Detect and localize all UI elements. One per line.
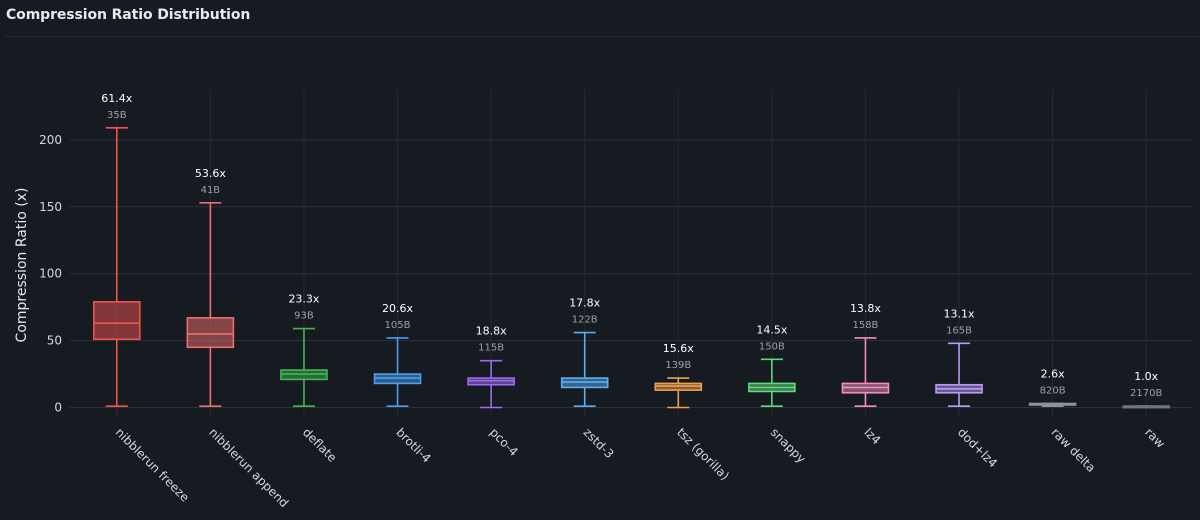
size-label: 122B — [572, 315, 598, 326]
grid-layer — [70, 90, 1193, 416]
size-label: 105B — [385, 320, 411, 331]
x-category-label: zstd-3 — [581, 425, 617, 461]
x-category-label: pco-4 — [487, 425, 521, 459]
size-label: 93B — [294, 311, 314, 322]
y-tick-label: 150 — [39, 200, 62, 214]
y-tick-label: 50 — [47, 334, 62, 348]
box-plot-snappy — [748, 358, 796, 407]
ratio-label: 13.8x — [850, 302, 881, 315]
box-plot-nibblerun-freeze — [92, 127, 141, 407]
x-category-label: tsz (gorilla) — [674, 425, 732, 483]
x-category-label: raw — [1142, 425, 1168, 451]
panel-title: Compression Ratio Distribution — [6, 7, 251, 23]
x-category-label: nibblerun append — [206, 425, 291, 510]
box-plot-dod-lz4 — [935, 342, 983, 407]
size-label: 165B — [946, 325, 972, 336]
ratio-label: 20.6x — [382, 302, 413, 315]
size-label: 115B — [478, 343, 504, 354]
ratio-label: 2.6x — [1041, 367, 1065, 380]
size-label: 41B — [201, 185, 221, 196]
ratio-label: 23.3x — [288, 293, 319, 306]
ratio-label: 15.6x — [663, 342, 694, 355]
box-layer — [92, 127, 1171, 409]
box-plot-deflate — [280, 327, 328, 407]
ratio-label: 1.0x — [1134, 370, 1158, 383]
y-tick-label: 200 — [39, 133, 62, 147]
box-plot-raw — [1122, 405, 1171, 409]
y-tick-label: 100 — [39, 267, 62, 281]
label-layer: 61.4x 35B nibblerun freeze 53.6x 41B nibbleru… — [101, 92, 1167, 510]
box-plot-pco-4 — [467, 359, 515, 409]
box-plot-brotli-4 — [373, 337, 422, 407]
box-plot-zstd-3 — [560, 331, 609, 407]
size-label: 820B — [1040, 385, 1066, 396]
ratio-label: 53.6x — [195, 167, 226, 180]
x-category-label: snappy — [768, 425, 809, 466]
title-divider — [4, 36, 1200, 37]
size-label: 2170B — [1130, 388, 1162, 399]
y-axis: 0 50 100 150 200 — [39, 133, 62, 415]
size-label: 139B — [665, 360, 691, 371]
ratio-label: 18.8x — [476, 325, 507, 338]
size-label: 150B — [759, 341, 785, 352]
iqr-box — [186, 317, 235, 349]
size-label: 158B — [852, 320, 878, 331]
box-plot-tsz-gorilla- — [654, 377, 703, 409]
x-category-label: nibblerun freeze — [113, 425, 192, 504]
ratio-label: 13.1x — [944, 307, 975, 320]
y-axis-title: Compression Ratio (x) — [14, 188, 30, 343]
y-tick-label: 0 — [54, 401, 62, 415]
x-category-label: deflate — [300, 425, 340, 465]
x-category-label: brotli-4 — [393, 425, 433, 465]
box-plot-raw-delta — [1028, 402, 1077, 407]
box-plot-nibblerun-append — [186, 201, 235, 407]
size-label: 35B — [107, 110, 127, 121]
x-category-label: lz4 — [861, 425, 883, 447]
x-category-label: raw delta — [1049, 425, 1099, 475]
ratio-label: 17.8x — [569, 297, 600, 310]
ratio-label: 61.4x — [101, 92, 132, 105]
box-plot-lz4 — [841, 337, 890, 407]
x-category-label: dod+lz4 — [955, 425, 1000, 470]
iqr-box — [92, 300, 141, 341]
ratio-label: 14.5x — [756, 323, 787, 336]
